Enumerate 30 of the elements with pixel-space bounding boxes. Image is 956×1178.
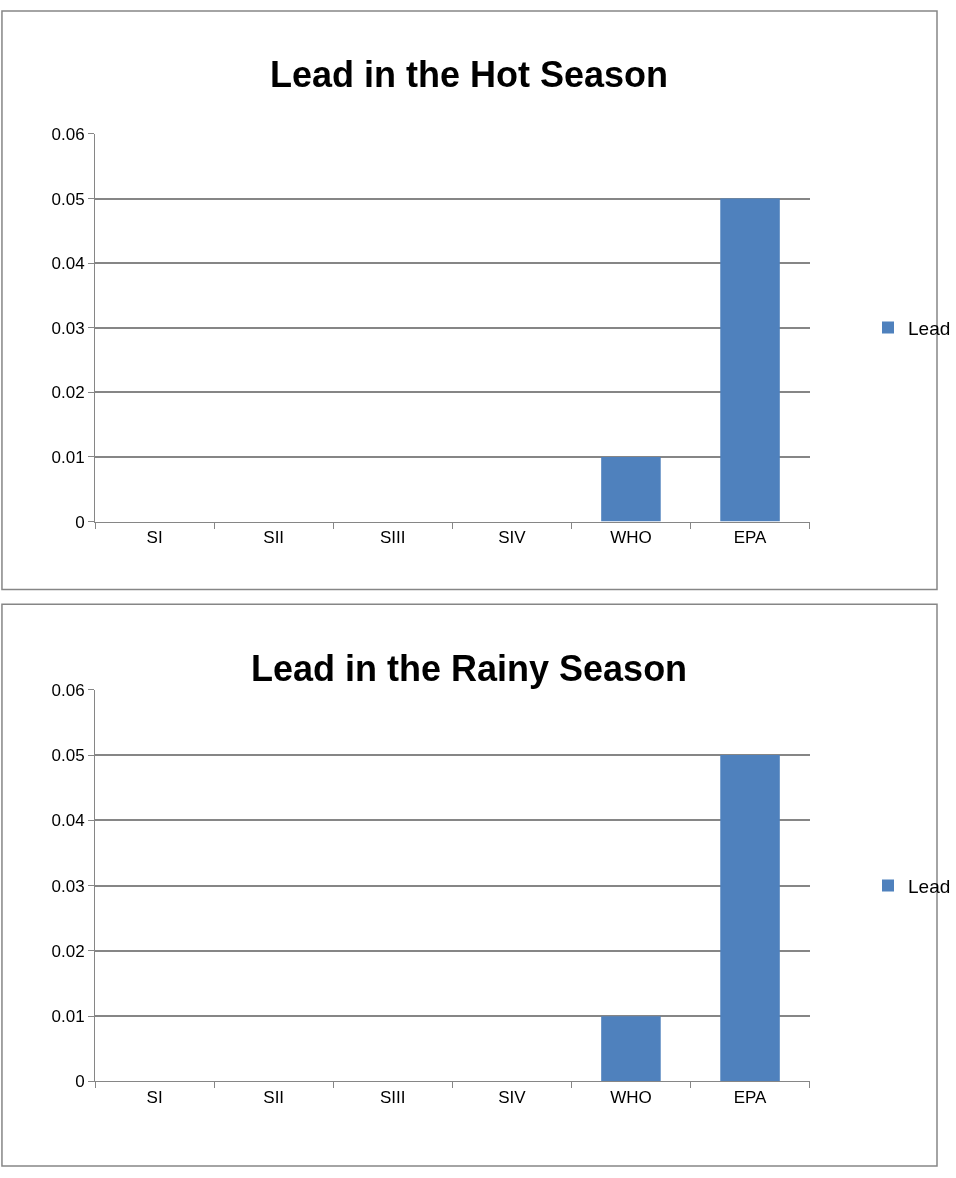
y-tick-label: 0.04 <box>51 254 85 274</box>
y-tick-label: 0.06 <box>51 124 85 144</box>
x-tick-label: EPA <box>733 1087 768 1107</box>
x-tick-label: SIV <box>498 1087 527 1107</box>
x-tick-label: SIV <box>498 528 527 547</box>
x-tick-label: SII <box>263 1087 285 1107</box>
x-tick-label: SIII <box>380 1087 406 1107</box>
y-tick-label: 0.01 <box>51 447 85 467</box>
y-tick-label: 0.04 <box>51 811 85 831</box>
chart-title: Lead in the Rainy Season <box>251 648 688 689</box>
x-tick-label: WHO <box>610 1087 652 1107</box>
y-tick-label: 0.06 <box>51 680 85 700</box>
x-tick-label: EPA <box>733 528 768 547</box>
y-tick-label: 0.02 <box>51 383 85 403</box>
y-tick-label: 0.05 <box>51 746 85 766</box>
y-tick-label: 0.03 <box>51 876 85 896</box>
y-tick-label: 0 <box>75 512 85 532</box>
x-tick-label: SII <box>263 528 285 547</box>
x-tick-label: SI <box>146 1087 163 1107</box>
legend-label: Lead <box>908 318 951 340</box>
x-tick-label: SIII <box>380 528 406 547</box>
x-tick-label: WHO <box>610 528 652 547</box>
y-tick-label: 0 <box>75 1072 85 1092</box>
chart-title: Lead in the Hot Season <box>270 54 669 95</box>
x-tick-label: SI <box>146 528 163 547</box>
y-tick-label: 0.03 <box>51 318 85 338</box>
y-tick-label: 0.01 <box>51 1007 85 1027</box>
y-tick-label: 0.05 <box>51 189 85 209</box>
legend-label: Lead <box>908 875 951 897</box>
y-tick-label: 0.02 <box>51 941 85 961</box>
